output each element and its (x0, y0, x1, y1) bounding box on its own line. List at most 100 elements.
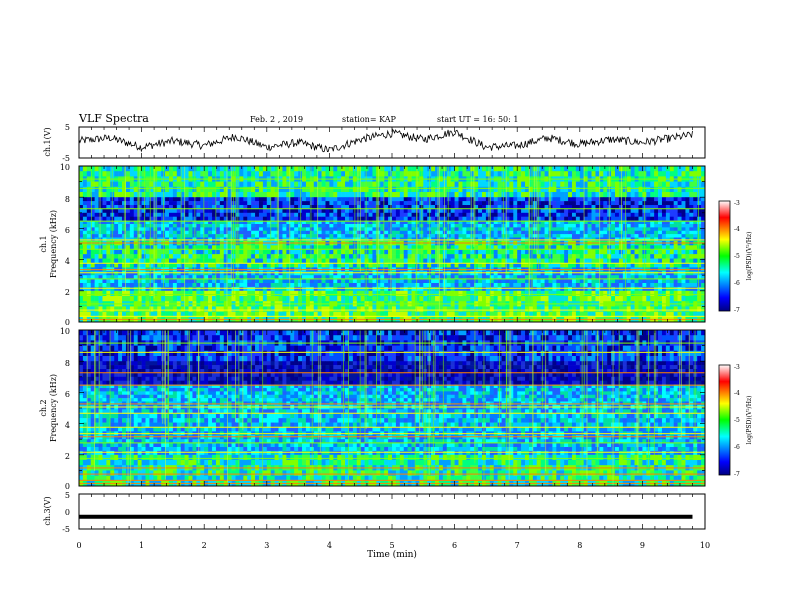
ch1-spectrogram-cell (219, 258, 225, 264)
ch1-spectrogram-cell (165, 258, 170, 264)
ch1-spectrogram-cell (489, 208, 495, 214)
ch1-spectrogram-cell (599, 275, 604, 280)
ch1-spectrogram-cell (466, 205, 471, 210)
ch1-spectrogram-cell (481, 234, 487, 238)
ch1-spectrogram-cell (685, 166, 690, 172)
ch1-spectrogram-cell (673, 201, 678, 206)
ch1-spectrogram-cell (243, 192, 248, 198)
ch1-spectrogram-cell (313, 205, 318, 210)
ch1-spectrogram-cell (568, 216, 573, 221)
ch1-spectrogram-cell (560, 286, 565, 292)
ch1-spectrogram-cell (669, 249, 674, 255)
ch1-spectrogram-cell (258, 201, 264, 206)
ch1-spectrogram-cell (446, 279, 451, 284)
ch1-spectrogram-cell (290, 220, 295, 225)
ch1-spectrogram-cell (153, 249, 158, 255)
ch1-spectrogram-cell (180, 205, 185, 210)
ch1-spectrogram-cell (403, 262, 408, 268)
ch1-spectrogram-cell (415, 216, 420, 221)
ch1-spectrogram-cell (208, 271, 213, 276)
ch1-spectrogram-cell (302, 283, 307, 288)
ch1-spectrogram-cell (196, 258, 201, 264)
ch1-spectrogram-cell (681, 223, 686, 228)
ch1-spectrogram-cell (149, 220, 154, 225)
ch1-spectrogram-cell (302, 201, 307, 206)
ch1-spectrogram-cell (517, 212, 522, 217)
ch1-spectrogram-cell (544, 197, 549, 202)
ch1-spectrogram-cell (294, 208, 299, 214)
ch1-spectrogram-cell (125, 201, 131, 206)
ch1-spectrogram-cell (677, 171, 682, 177)
ch1-spectrogram-cell (407, 171, 412, 177)
ch1-spectrogram-cell (673, 205, 678, 210)
ch1-spectrogram-cell (407, 223, 412, 228)
ch1-spectrogram-cell (517, 230, 522, 235)
ch1-spectrogram-cell (665, 197, 671, 202)
ch1-spectrogram-cell (239, 275, 244, 280)
ch1-spectrogram-cell (481, 166, 487, 172)
ch1-spectrogram-cell (278, 166, 283, 172)
ch1-spectrogram-cell (395, 258, 401, 264)
ch1-spectrogram-cell (79, 234, 84, 238)
ch1-spectrogram-cell (603, 171, 608, 177)
ch1-spectrogram-cell (454, 186, 459, 193)
ch1-spectrogram-cell (79, 208, 84, 214)
ch1-spectrogram-cell (665, 234, 671, 238)
ch1-spectrogram-cell (517, 201, 522, 206)
ch1-spectrogram-cell (626, 212, 631, 217)
ch1-spectrogram-cell (274, 166, 279, 172)
ch1-spectrogram-cell (129, 208, 135, 214)
ch1-spectrogram-cell (540, 208, 545, 214)
ch1-spectrogram-cell (204, 166, 209, 172)
ch1-spectrogram-cell (380, 271, 385, 276)
ch1-spectrogram-cell (333, 186, 338, 193)
ch1-spectrogram-cell (431, 208, 436, 214)
ch1-spectrogram-cell (204, 245, 209, 251)
ch1-spectrogram-cell (348, 258, 354, 264)
ch1-spectrogram-cell (446, 212, 451, 217)
ch1-spectrogram-cell (208, 275, 213, 280)
ch1-spectrogram-cell (481, 249, 487, 255)
ch1-spectrogram-cell (118, 227, 123, 232)
ch1-spectrogram-cell (321, 181, 326, 188)
ch1-spectrogram-cell (188, 254, 193, 259)
ch1-spectrogram-cell (665, 286, 671, 292)
ch1-spectrogram-cell (669, 223, 674, 228)
ch1-spectrogram-cell (333, 234, 338, 238)
ch1-spectrogram-cell (446, 197, 451, 202)
ch1-spectrogram-cell (661, 271, 667, 276)
ch1-spectrogram-cell (364, 181, 369, 188)
ch1-spectrogram-cell (540, 227, 545, 232)
ch1-spectrogram-cell (309, 271, 315, 276)
ch1-spectrogram-cell (575, 249, 581, 255)
ch1-spectrogram-cell (568, 220, 573, 225)
ch1-spectrogram-cell (611, 208, 616, 214)
ch1-spectrogram-cell (215, 208, 221, 214)
ch1-spectrogram-cell (560, 181, 565, 188)
ch1-spectrogram-cell (106, 216, 111, 221)
ch1-spectrogram-cell (325, 234, 330, 238)
ch1-spectrogram-cell (587, 181, 592, 188)
ch1-spectrogram-cell (333, 245, 338, 251)
ch1-spectrogram-cell (661, 197, 667, 202)
ch1-spectrogram-cell (478, 223, 483, 228)
ch1-spectrogram-cell (176, 271, 182, 276)
ch1-spectrogram-cell (544, 271, 549, 276)
ch1-spectrogram-cell (630, 275, 635, 280)
ch1-spectrogram-cell (290, 254, 295, 259)
ch1-spectrogram-cell (290, 227, 295, 232)
ch1-spectrogram-cell (129, 306, 135, 312)
ch1-spectrogram-cell (329, 205, 334, 210)
ch1-spectrogram-cell (274, 201, 279, 206)
ch1-spectrogram-cell (372, 230, 377, 235)
ch1-spectrogram-cell (219, 171, 225, 177)
ch1-spectrogram-cell (665, 249, 671, 255)
ch1-spectrogram-cell (196, 283, 201, 288)
ch1-spectrogram-cell (270, 216, 275, 221)
ch1-spectrogram-cell (313, 197, 318, 202)
ch1-spectrogram-cell (595, 230, 600, 235)
ch1-spectrogram-cell (407, 279, 412, 284)
ch1-spectrogram-cell (568, 205, 573, 210)
ch1-spectrogram-cell (528, 201, 534, 206)
ch1-spectrogram-cell (188, 249, 193, 255)
